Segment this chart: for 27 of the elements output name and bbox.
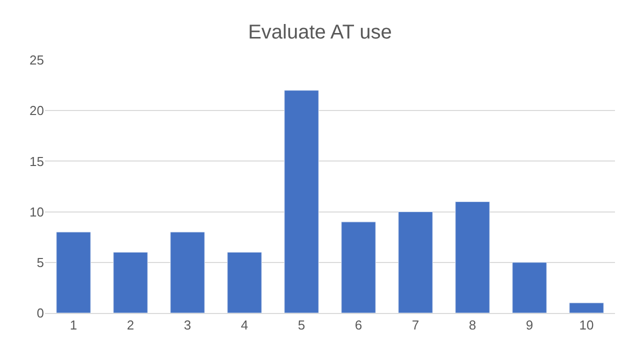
x-tick-label: 6 [354, 318, 362, 333]
bar [455, 201, 490, 313]
y-tick-label: 15 [30, 154, 44, 169]
x-tick-label: 4 [240, 318, 248, 333]
bar [569, 302, 604, 313]
x-tick-label: 9 [526, 318, 534, 333]
y-tick-label: 25 [30, 52, 44, 68]
x-tick-label: 10 [579, 318, 594, 333]
y-tick-label: 5 [36, 254, 44, 270]
y-tick-label: 0 [36, 306, 44, 321]
y-tick-label: 20 [30, 103, 44, 118]
chart-title: Evaluate AT use [248, 21, 392, 44]
bar [56, 232, 91, 313]
bar [170, 232, 205, 313]
bar [113, 252, 148, 313]
bar [512, 262, 547, 313]
x-tick-label: 3 [184, 318, 192, 333]
x-tick-label: 5 [298, 318, 306, 333]
bar [284, 90, 319, 313]
bar [341, 222, 376, 313]
x-tick-label: 8 [468, 318, 476, 333]
bar [227, 252, 262, 313]
bar [398, 212, 433, 313]
x-tick-label: 1 [70, 318, 78, 333]
x-tick-label: 7 [412, 318, 420, 333]
x-tick-label: 2 [126, 318, 134, 333]
y-tick-label: 10 [30, 204, 44, 220]
